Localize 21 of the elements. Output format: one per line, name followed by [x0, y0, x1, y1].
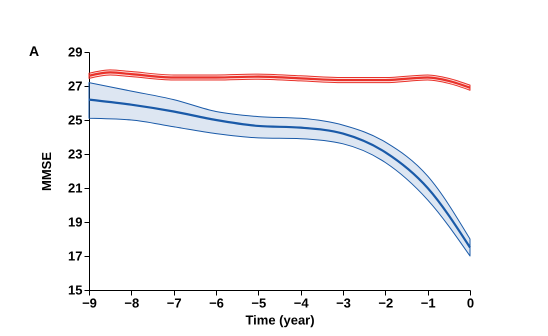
- x-tick-label: −5: [251, 296, 266, 310]
- x-tick-label: 0: [466, 296, 474, 310]
- y-axis-title: MMSE: [39, 152, 54, 191]
- y-tick-label: 25: [68, 112, 82, 128]
- y-tick-label: 29: [68, 44, 82, 60]
- x-tick-label: −9: [82, 296, 97, 310]
- x-tick-label: −2: [378, 296, 394, 310]
- y-tick-label: 19: [68, 214, 82, 230]
- text: A: [29, 43, 40, 59]
- y-tick-label: 27: [68, 78, 82, 94]
- y-tick-label: 15: [68, 282, 82, 298]
- y-tick-label: 23: [68, 146, 82, 162]
- x-tick-label: −8: [124, 296, 140, 310]
- x-axis-title: Time (year): [245, 312, 315, 328]
- y-tick-label: 17: [68, 248, 82, 264]
- x-tick-label: −6: [209, 296, 224, 310]
- x-tick-label: −3: [336, 296, 351, 310]
- x-tick-label: −1: [420, 296, 436, 310]
- x-tick-label: −4: [294, 296, 310, 310]
- x-tick-label: −7: [166, 296, 182, 310]
- y-tick-label: 21: [68, 180, 82, 196]
